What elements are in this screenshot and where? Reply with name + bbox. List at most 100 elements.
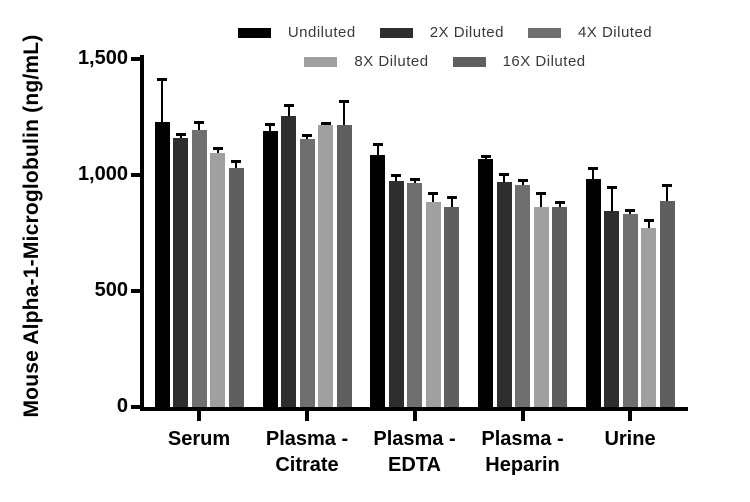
bar-16x-diluted (336, 125, 352, 407)
x-category-label: Plasma - EDTA (373, 428, 456, 476)
error-bar-cap (517, 179, 528, 183)
error-bar (592, 167, 594, 179)
error-bar (521, 180, 524, 185)
legend-swatch-icon (379, 27, 413, 38)
y-tick-mark (131, 405, 140, 409)
error-bar-cap (320, 121, 331, 125)
error-bar (666, 184, 668, 201)
error-bar (647, 220, 650, 229)
y-tick-label: 1,500 (77, 47, 128, 69)
error-bar (395, 174, 397, 182)
bar-16x-diluted (444, 207, 459, 407)
bar-2x-diluted (173, 137, 188, 407)
error-bar (235, 161, 237, 169)
bar-4x-diluted (191, 129, 207, 407)
error-bar-cap (157, 77, 167, 81)
error-bar-cap (662, 183, 672, 187)
x-tick-mark (197, 411, 201, 421)
error-bar-cap (194, 120, 204, 124)
bar-undiluted (262, 130, 278, 407)
bar-16x-diluted (659, 200, 675, 407)
error-bar-cap (588, 166, 598, 170)
legend-swatch-icon (527, 27, 561, 38)
legend: Undiluted 2X Diluted 4X Diluted 8X Diluted 1… (150, 24, 740, 70)
legend-row: 8X Diluted 16X Diluted (304, 53, 585, 70)
legend-swatch-icon (304, 56, 338, 67)
error-bar-cap (428, 191, 438, 195)
y-tick-label: 1,000 (77, 163, 128, 185)
error-bar (306, 134, 308, 140)
bar-2x-diluted (604, 211, 619, 407)
bar-4x-diluted (622, 214, 638, 407)
legend-label: 2X Diluted (429, 24, 504, 41)
x-tick-mark (412, 411, 417, 421)
bar-undiluted (585, 178, 601, 407)
error-bar-cap (372, 142, 383, 146)
error-bar-cap (231, 160, 241, 164)
legend-swatch-icon (452, 56, 486, 67)
legend-item: 2X Diluted (379, 24, 504, 41)
legend-item: 16X Diluted (452, 53, 586, 70)
x-tick-mark (628, 411, 632, 421)
bar-2x-diluted (281, 115, 296, 407)
error-bar (161, 78, 163, 122)
x-category-label: Urine (604, 428, 656, 450)
legend-label: 4X Diluted (577, 24, 653, 41)
y-tick-label: 0 (116, 395, 128, 417)
legend-item: 4X Diluted (527, 24, 653, 41)
bar-undiluted (154, 121, 170, 407)
x-category-label: Plasma - Citrate (265, 428, 349, 476)
error-bar-cap (265, 122, 275, 126)
legend-row: Undiluted 2X Diluted 4X Diluted (237, 24, 653, 41)
error-bar (503, 173, 505, 183)
x-category-label: Serum (167, 428, 231, 450)
error-bar (269, 123, 271, 131)
error-bar-cap (536, 192, 546, 196)
bar-4x-diluted (407, 182, 422, 407)
legend-item: 8X Diluted (304, 53, 428, 70)
error-bar-cap (283, 103, 294, 107)
error-bar-cap (625, 209, 635, 213)
x-axis-line (140, 407, 688, 411)
bar-8x-diluted (533, 207, 549, 407)
x-category-label: Plasma - Heparin (481, 428, 564, 476)
legend-label: Undiluted (287, 24, 356, 41)
error-bar (198, 121, 200, 130)
y-tick-label: 500 (94, 279, 128, 301)
error-bar-cap (480, 154, 491, 158)
error-bar-cap (302, 133, 312, 137)
bar-2x-diluted (388, 181, 404, 407)
bar-16x-diluted (228, 168, 244, 407)
legend-label: 16X Diluted (502, 53, 586, 70)
bar-4x-diluted (299, 139, 315, 407)
y-tick-mark (131, 57, 140, 61)
y-axis-title: Mouse Alpha-1-Microglobulin (ng/mL) (20, 34, 43, 418)
error-bar (558, 201, 561, 207)
y-tick-mark (131, 173, 140, 177)
error-bar-cap (499, 172, 509, 176)
error-bar (629, 210, 631, 215)
legend-label: 8X Diluted (354, 53, 429, 70)
bar-8x-diluted (318, 125, 333, 407)
bar-undiluted (370, 155, 385, 407)
legend-swatch-icon (237, 27, 271, 38)
bar-8x-diluted (641, 228, 656, 407)
error-bar-cap (175, 133, 186, 137)
y-axis-line (140, 55, 144, 411)
legend-item: Undiluted (237, 24, 356, 41)
error-bar (432, 192, 434, 203)
bar-8x-diluted (425, 202, 441, 407)
error-bar (540, 193, 542, 207)
error-bar-cap (446, 195, 457, 199)
error-bar-cap (212, 147, 223, 151)
x-tick-mark (305, 411, 309, 421)
error-bar-cap (606, 186, 617, 190)
error-bar-cap (391, 173, 401, 177)
bar-2x-diluted (496, 182, 512, 407)
error-bar (610, 187, 613, 212)
error-bar (450, 196, 453, 207)
error-bar-cap (643, 219, 654, 222)
error-bar (343, 100, 345, 126)
x-tick-mark (520, 411, 525, 421)
